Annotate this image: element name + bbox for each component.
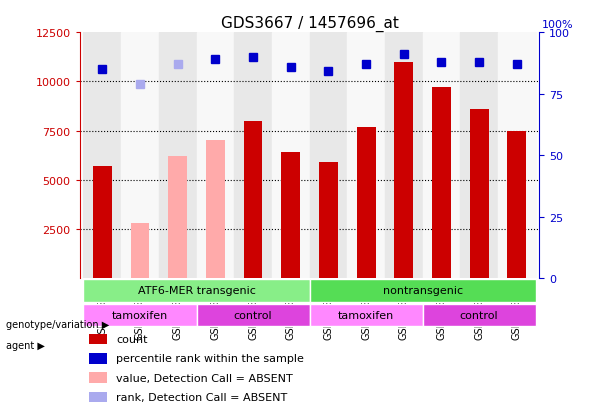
- Text: ATF6-MER transgenic: ATF6-MER transgenic: [137, 286, 256, 296]
- Text: count: count: [116, 334, 148, 344]
- Bar: [422, 33, 460, 278]
- Text: nontransgenic: nontransgenic: [383, 286, 463, 296]
- FancyBboxPatch shape: [310, 280, 536, 302]
- FancyBboxPatch shape: [83, 304, 197, 326]
- Text: control: control: [234, 310, 272, 320]
- Bar: [272, 33, 310, 278]
- FancyBboxPatch shape: [422, 304, 536, 326]
- Text: value, Detection Call = ABSENT: value, Detection Call = ABSENT: [116, 373, 293, 383]
- FancyBboxPatch shape: [83, 280, 310, 302]
- Text: control: control: [460, 310, 498, 320]
- Bar: [432, 88, 451, 278]
- Bar: [93, 166, 112, 278]
- Bar: [243, 121, 262, 278]
- Bar: [83, 33, 121, 278]
- Bar: [89, 373, 107, 383]
- Bar: [470, 109, 489, 278]
- Bar: [159, 33, 197, 278]
- Text: rank, Detection Call = ABSENT: rank, Detection Call = ABSENT: [116, 392, 287, 402]
- Bar: [206, 141, 225, 278]
- Text: percentile rank within the sample: percentile rank within the sample: [116, 354, 304, 363]
- FancyBboxPatch shape: [310, 304, 422, 326]
- Text: tamoxifen: tamoxifen: [338, 310, 394, 320]
- FancyBboxPatch shape: [197, 304, 310, 326]
- Bar: [385, 33, 422, 278]
- Bar: [498, 33, 536, 278]
- Bar: [89, 334, 107, 344]
- Bar: [131, 223, 150, 278]
- Bar: [89, 392, 107, 402]
- Bar: [319, 163, 338, 278]
- Bar: [394, 62, 413, 278]
- Bar: [310, 33, 347, 278]
- Text: tamoxifen: tamoxifen: [112, 310, 168, 320]
- Text: 100%: 100%: [543, 20, 574, 30]
- Bar: [197, 33, 234, 278]
- Bar: [89, 353, 107, 364]
- Title: GDS3667 / 1457696_at: GDS3667 / 1457696_at: [221, 16, 398, 32]
- Bar: [234, 33, 272, 278]
- Text: agent ▶: agent ▶: [6, 340, 45, 350]
- Bar: [460, 33, 498, 278]
- Bar: [347, 33, 385, 278]
- Bar: [508, 131, 526, 278]
- Bar: [281, 153, 300, 278]
- Bar: [357, 127, 376, 278]
- Text: genotype/variation ▶: genotype/variation ▶: [6, 319, 109, 329]
- Bar: [168, 157, 187, 278]
- Bar: [121, 33, 159, 278]
